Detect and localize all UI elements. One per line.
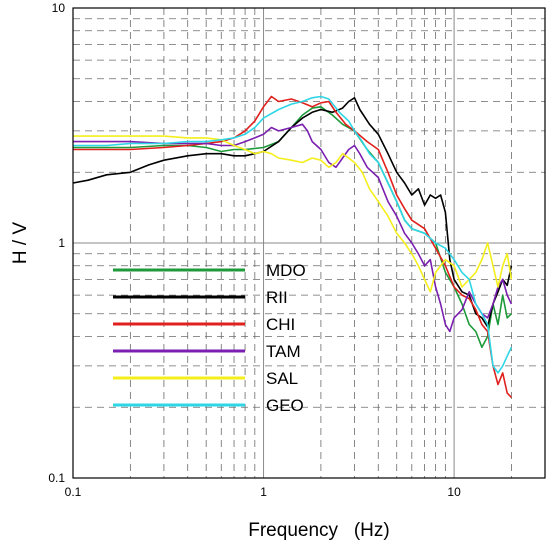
y-tick-label: 10	[52, 1, 66, 15]
x-tick-label: 0.1	[65, 485, 82, 499]
legend: MDO RII CHI TAM SAL GEO	[113, 261, 306, 415]
series-group	[72, 95, 513, 399]
series-line-chi	[73, 95, 512, 399]
series-line-geo	[73, 95, 513, 374]
legend-label-chi: CHI	[266, 315, 295, 334]
x-axis-label: Frequency (Hz)	[248, 520, 389, 541]
legend-label-geo: GEO	[266, 396, 304, 415]
x-tick-label: 10	[447, 485, 461, 499]
series-line-sal	[73, 135, 513, 293]
y-axis-label: H / V	[10, 222, 31, 265]
legend-label-rii: RII	[266, 288, 288, 307]
tick-labels: 0.1 1 10 0.1 1 10	[48, 1, 461, 499]
plot-frame	[72, 7, 546, 479]
legend-label-sal: SAL	[266, 369, 298, 388]
y-tick-label: 0.1	[48, 471, 65, 485]
grid	[72, 7, 545, 479]
series-line-tam	[73, 123, 513, 333]
x-tick-label: 1	[260, 485, 267, 499]
y-tick-label: 1	[58, 236, 65, 250]
legend-label-mdo: MDO	[266, 261, 306, 280]
legend-label-tam: TAM	[266, 342, 301, 361]
